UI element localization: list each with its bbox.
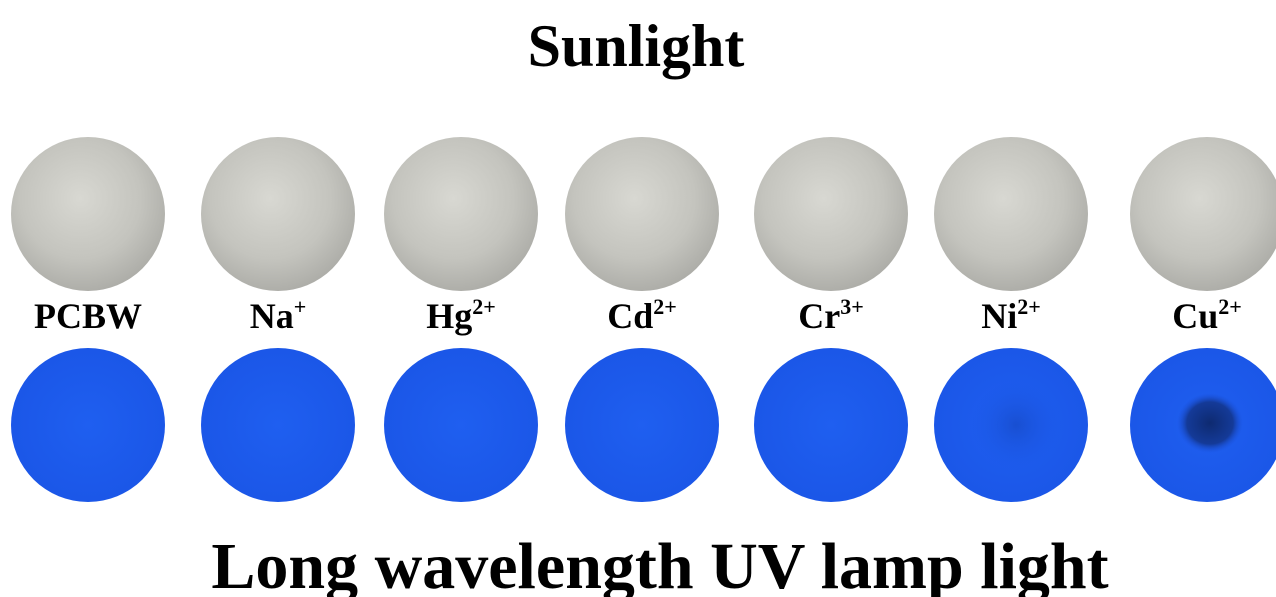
label-base: Cd bbox=[607, 296, 653, 336]
uv-disc bbox=[201, 348, 355, 502]
label-charge: 2+ bbox=[1017, 294, 1041, 319]
uv-disc bbox=[384, 348, 538, 502]
label-charge: 3+ bbox=[840, 294, 864, 319]
label-base: Na bbox=[250, 296, 294, 336]
sample-label: Cr3+ bbox=[798, 294, 864, 336]
sample-label: Cd2+ bbox=[607, 294, 677, 336]
sunlight-disc bbox=[384, 137, 538, 291]
label-charge: 2+ bbox=[1218, 294, 1242, 319]
sunlight-disc bbox=[201, 137, 355, 291]
uv-quench bbox=[971, 380, 1061, 470]
label-base: Cr bbox=[798, 296, 840, 336]
uv-disc bbox=[565, 348, 719, 502]
sample-label: PCBW bbox=[34, 296, 142, 336]
sunlight-disc bbox=[934, 137, 1088, 291]
label-charge: 2+ bbox=[472, 294, 496, 319]
label-base: Ni bbox=[981, 296, 1017, 336]
uv-disc bbox=[11, 348, 165, 502]
top-title: Sunlight bbox=[528, 13, 745, 79]
label-base: Hg bbox=[426, 296, 472, 336]
sample-label: Ni2+ bbox=[981, 294, 1041, 336]
label-charge: 2+ bbox=[653, 294, 677, 319]
label-base: Cu bbox=[1172, 296, 1218, 336]
uv-disc bbox=[754, 348, 908, 502]
sunlight-disc bbox=[1130, 137, 1276, 291]
sunlight-disc bbox=[11, 137, 165, 291]
bottom-title: Long wavelength UV lamp light bbox=[211, 530, 1108, 597]
label-charge: + bbox=[294, 294, 307, 319]
sunlight-disc bbox=[565, 137, 719, 291]
label-base: PCBW bbox=[34, 296, 142, 336]
sample-label: Cu2+ bbox=[1172, 294, 1242, 336]
sunlight-disc bbox=[754, 137, 908, 291]
sample-grid: PCBW Na+ Hg2+ Cd2+ Cr3+ Ni2+ Cu2+ bbox=[11, 137, 1276, 502]
sample-label: Hg2+ bbox=[426, 294, 496, 336]
sample-label: Na+ bbox=[250, 294, 307, 336]
uv-quench bbox=[1177, 393, 1243, 453]
